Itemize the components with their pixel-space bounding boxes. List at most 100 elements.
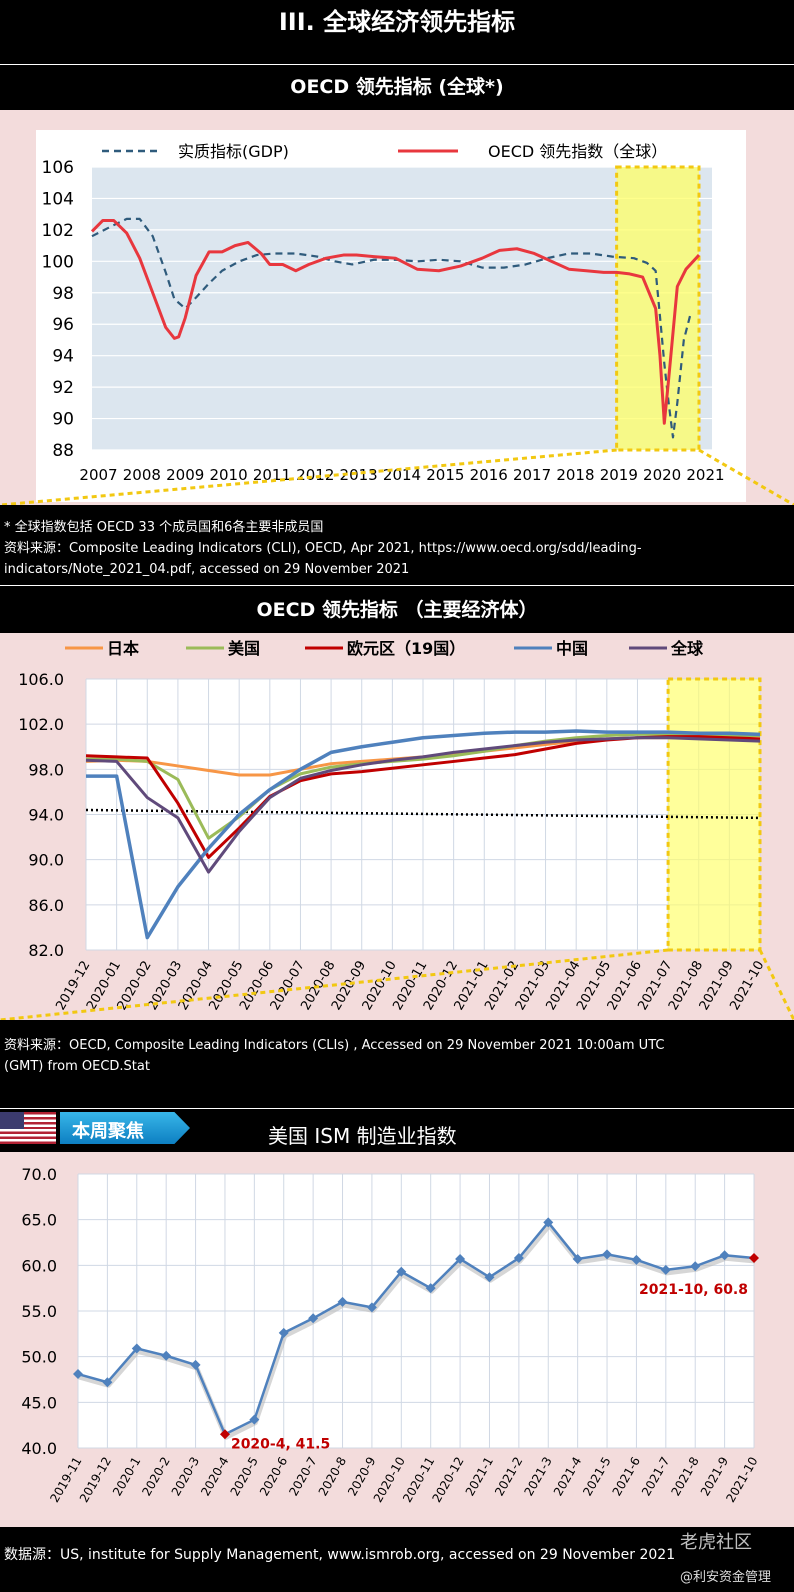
chart3-point <box>543 1217 554 1228</box>
chart2-series-1 <box>86 732 760 840</box>
chart1-series-1 <box>90 218 701 425</box>
chart3-annotation-last: 2021-10, 60.8 <box>639 1282 748 1298</box>
chart2-y-tick: 82.0 <box>28 941 64 960</box>
chart3-y-tick: 40.0 <box>21 1439 57 1458</box>
chart3-point <box>337 1296 348 1307</box>
chart3-point <box>308 1313 319 1324</box>
chart3-point <box>73 1369 83 1380</box>
chart1-y-tick: 90 <box>52 410 74 430</box>
chart1-y-tick: 104 <box>42 189 74 209</box>
chart3-point <box>366 1302 377 1313</box>
chart3-point <box>131 1343 142 1354</box>
chart1-y-tick: 96 <box>52 315 74 335</box>
section2-panel: 106.0 102.0 98.0 94.0 90.0 86.0 82.0 2019-12 202… <box>0 633 794 1020</box>
chart2-reference-line <box>85 808 761 820</box>
us-flag-icon <box>0 1112 56 1144</box>
chart3-point <box>660 1264 671 1275</box>
chart2-y-tick: 90.0 <box>28 851 64 870</box>
chart2-connector-left <box>0 948 669 1020</box>
chart2-y-tick: 94.0 <box>28 806 64 825</box>
section1-title: OECD 领先指标 (全球*) <box>290 76 504 98</box>
chart2-legend-label: 美国 <box>228 639 260 658</box>
chart2-legend-label: 日本 <box>107 639 139 658</box>
focus-badge: 本周聚焦 <box>60 1112 190 1144</box>
chart2: 106.0102.098.094.090.086.082.02019-12202… <box>0 639 794 1020</box>
chart3-point <box>690 1261 701 1272</box>
chart3-point <box>572 1253 583 1264</box>
chart3-y-tick: 70.0 <box>21 1165 57 1184</box>
chart1: 106 104 102 100 98 96 94 92 90 88 2007 2008 2009 2010… <box>0 142 794 505</box>
chart3-y-tick: 65.0 <box>21 1211 57 1230</box>
chart3-point <box>219 1429 230 1440</box>
divider <box>0 64 794 65</box>
page-title: III. 全球经济领先指标 <box>278 8 516 36</box>
chart1-connector-left <box>0 448 617 505</box>
chart1-y-tick: 102 <box>42 221 74 241</box>
chart1-x-tick: 2021 <box>686 466 724 484</box>
chart3-point <box>602 1249 613 1260</box>
divider <box>0 585 794 586</box>
chart1-series-0 <box>91 217 692 439</box>
chart1-legend-gdp: 实质指标(GDP) <box>178 142 289 161</box>
chart2-y-tick: 102.0 <box>18 715 64 734</box>
chart1-x-tick: 2012 <box>296 466 334 484</box>
chart2-highlight-box <box>666 677 762 952</box>
chart3-point <box>161 1350 172 1361</box>
chart3-y-tick: 45.0 <box>21 1393 57 1412</box>
chart1-x-tick: 2009 <box>166 466 204 484</box>
chart3-line <box>77 1221 755 1436</box>
section2-title: OECD 领先指标 （主要经济体） <box>256 599 538 621</box>
chart2-legend-label: 欧元区（19国） <box>347 639 465 658</box>
chart3-point <box>484 1272 495 1283</box>
chart3-point <box>455 1253 466 1264</box>
chart3-point <box>425 1283 436 1294</box>
chart2-y-tick: 98.0 <box>28 760 64 779</box>
chart1-connector-right <box>698 448 794 505</box>
chart1-y-tick: 100 <box>42 252 74 272</box>
section1-note-3: indicators/Note_2021_04.pdf, accessed on… <box>4 562 410 577</box>
section1-panel: 106 104 102 100 98 96 94 92 90 88 2007 2008 2009 2010… <box>0 110 794 505</box>
chart1-y-tick: 88 <box>52 441 74 461</box>
chart2-series-4 <box>85 736 761 874</box>
section3-panel: 70.0 65.0 60.0 55.0 50.0 45.0 40.0 2019-11 2019-… <box>0 1152 794 1527</box>
chart1-x-tick: 2019 <box>600 466 638 484</box>
chart2-legend-label: 中国 <box>556 639 588 658</box>
chart3-line-shadow <box>78 1222 756 1440</box>
section2-note-2: (GMT) from OECD.Stat <box>4 1059 150 1074</box>
chart3-y-tick: 60.0 <box>21 1256 57 1275</box>
chart3-y-tick: 55.0 <box>21 1302 57 1321</box>
focus-badge-label: 本周聚焦 <box>72 1121 144 1142</box>
chart3-point <box>749 1253 759 1264</box>
chart1-x-tick: 2018 <box>556 466 594 484</box>
chart2-y-tick: 86.0 <box>28 896 64 915</box>
chart3-point <box>513 1253 524 1264</box>
chart3-point <box>719 1250 730 1261</box>
section3-title: 美国 ISM 制造业指数 <box>268 1124 457 1148</box>
chart1-x-tick: 2020 <box>643 466 681 484</box>
chart1-y-tick: 92 <box>52 378 74 398</box>
chart1-x-tick: 2015 <box>426 466 464 484</box>
chart2-connector-right <box>758 949 794 1020</box>
chart3-point <box>249 1414 260 1425</box>
chart1-x-tick: 2013 <box>340 466 378 484</box>
chart1-y-tick: 94 <box>52 347 74 367</box>
chart3-y-tick: 50.0 <box>21 1348 57 1367</box>
chart1-y-tick: 106 <box>42 158 74 178</box>
chart1-y-tick: 98 <box>52 284 74 304</box>
chart2-y-tick: 106.0 <box>18 670 64 689</box>
chart1-x-tick: 2016 <box>470 466 508 484</box>
chart1-x-tick: 2017 <box>513 466 551 484</box>
chart3-point <box>631 1254 642 1265</box>
divider <box>0 1108 794 1109</box>
chart2-legend-label: 全球 <box>670 639 704 658</box>
chart3-point <box>278 1327 289 1338</box>
chart1-plot-area <box>92 167 712 450</box>
chart1-highlight-box <box>615 165 701 452</box>
watermark: 老虎社区 <box>680 1532 752 1553</box>
section1-note-1: * 全球指数包括 OECD 33 个成员国和6各主要非成员国 <box>4 520 324 535</box>
section2-note-1: 资料来源：OECD, Composite Leading Indicators … <box>4 1038 665 1053</box>
chart1-x-tick: 2010 <box>209 466 247 484</box>
chart2-series-3 <box>86 729 761 940</box>
chart1-x-tick: 2007 <box>79 466 117 484</box>
chart3: 70.065.060.055.050.045.040.02019-112019-… <box>21 1165 760 1505</box>
